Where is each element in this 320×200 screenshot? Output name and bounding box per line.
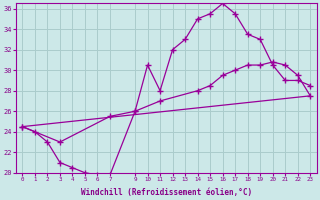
X-axis label: Windchill (Refroidissement éolien,°C): Windchill (Refroidissement éolien,°C) [81,188,252,197]
